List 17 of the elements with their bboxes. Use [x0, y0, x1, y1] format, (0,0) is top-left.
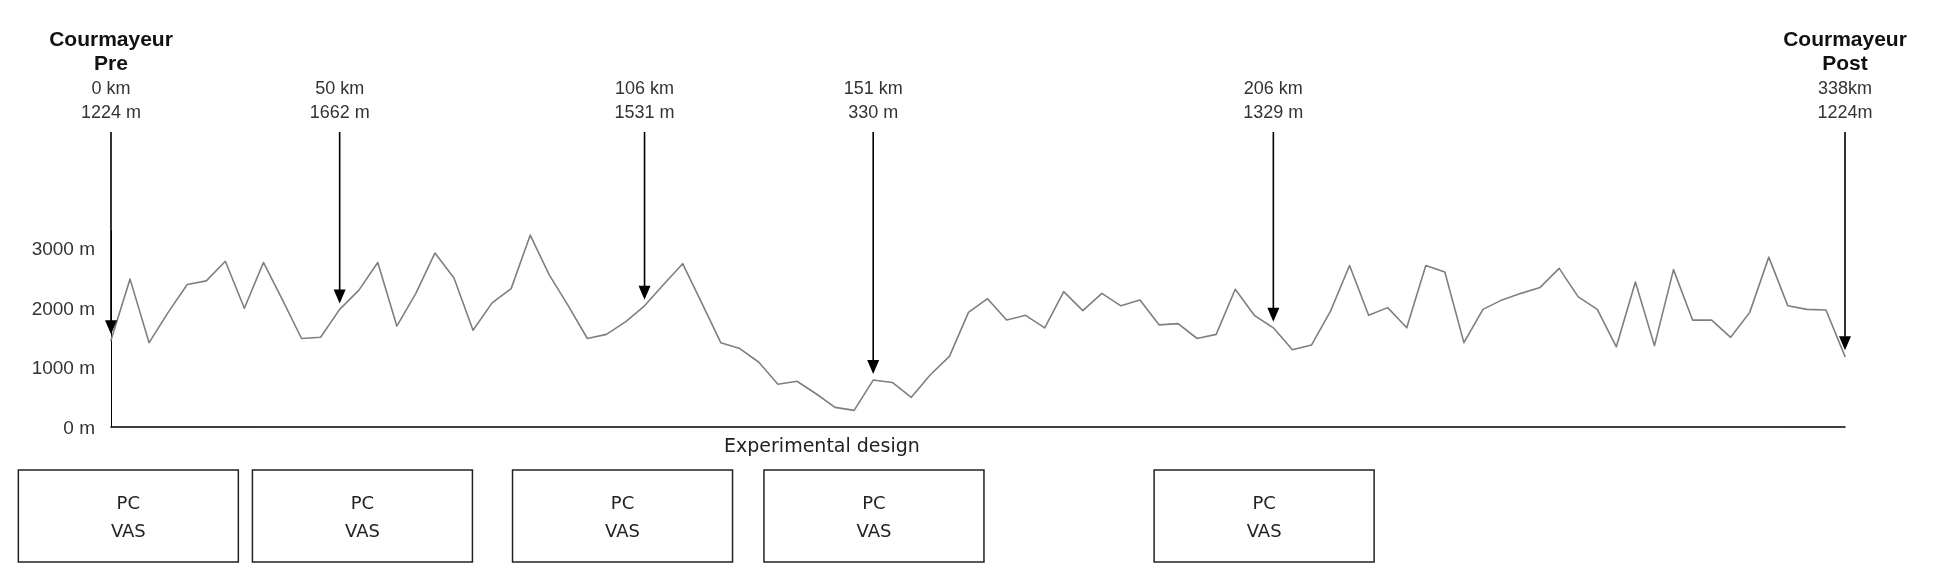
text: Experimental design	[724, 434, 920, 456]
text: 106 km 1531 m	[614, 78, 675, 122]
y-tick-label: 2000 m	[31, 297, 95, 319]
text: PC VAS	[1246, 492, 1282, 541]
line-series	[110, 234, 1846, 412]
text: PC VAS	[110, 492, 146, 541]
y-tick-label: 0 m	[63, 416, 95, 438]
text: PC VAS	[344, 492, 380, 541]
text: 151 km 330 m	[843, 78, 903, 122]
y-tick-label: 3000 m	[31, 238, 95, 260]
text: 50 km 1662 m	[309, 78, 370, 122]
text: Courmayeur Pre 0 km 1224 m	[49, 27, 173, 122]
text: PC VAS	[856, 492, 892, 541]
text: 206 km 1329 m	[1243, 78, 1304, 122]
y-tick-label: 1000 m	[31, 357, 95, 379]
text: PC VAS	[605, 492, 640, 541]
text: Courmayeur Post 338km 1224m	[1783, 27, 1907, 122]
